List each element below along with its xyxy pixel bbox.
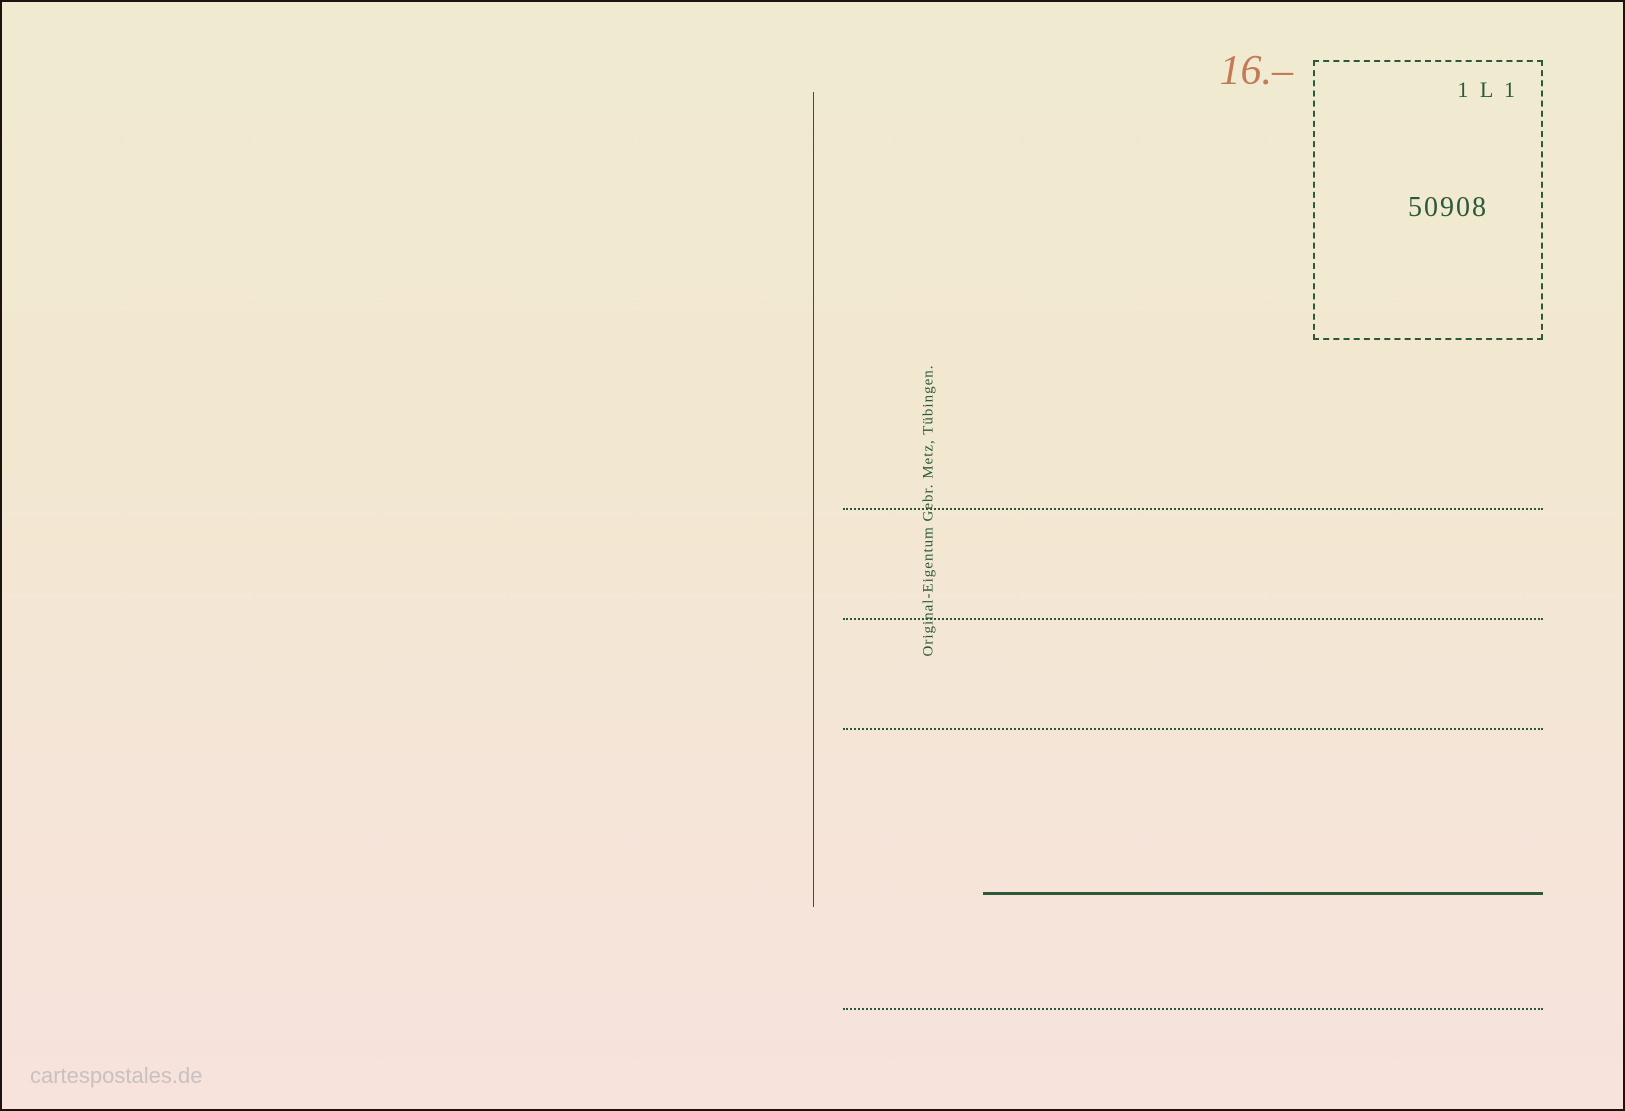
center-divider (813, 92, 814, 907)
handwritten-price: 16.– (1220, 47, 1294, 95)
publisher-imprint: Original-Eigentum Gebr. Metz, Tübingen. (920, 364, 937, 656)
address-solid-line (983, 892, 1543, 895)
address-line-2 (843, 617, 1543, 620)
address-line-1 (843, 507, 1543, 510)
postcard-back: Original-Eigentum Gebr. Metz, Tübingen. … (0, 0, 1625, 1111)
address-line-3 (843, 727, 1543, 730)
watermark: cartespostales.de (30, 1063, 202, 1089)
address-line-5 (843, 1007, 1543, 1010)
stamp-code: 1 L 1 (1457, 77, 1518, 103)
stamp-number: 50908 (1408, 192, 1488, 224)
